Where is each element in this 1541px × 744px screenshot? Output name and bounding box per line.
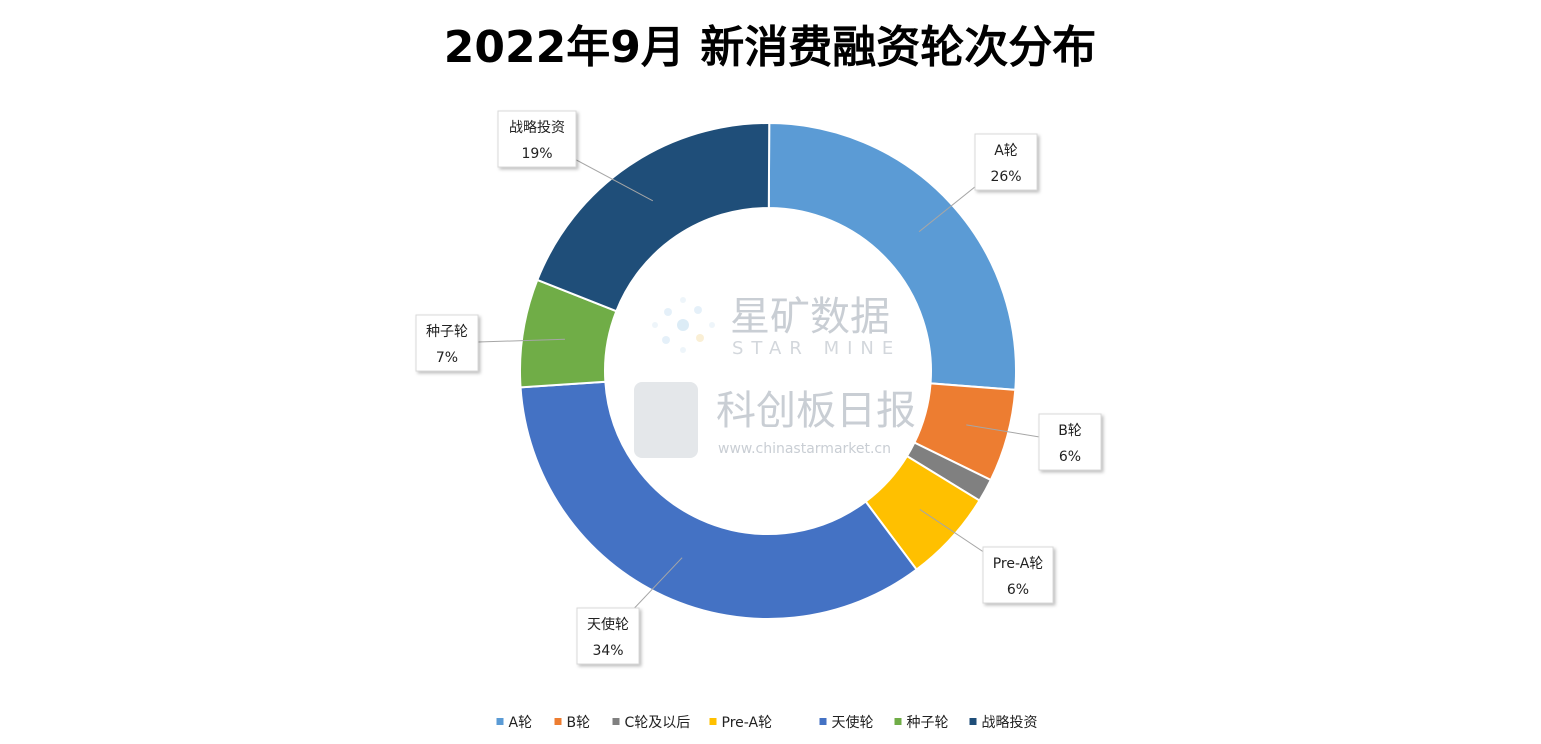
legend-label: 天使轮 (832, 714, 874, 731)
data-label-value: 6% (1007, 582, 1029, 598)
legend-label: Pre-A轮 (722, 715, 773, 731)
watermark-brand1-en: STAR MINE (732, 338, 901, 359)
legend-item: 种子轮 (894, 715, 949, 731)
legend-swatch (709, 718, 717, 725)
data-label-category: B轮 (1058, 423, 1082, 439)
donut-slice-5 (519, 380, 918, 620)
legend-swatch (969, 718, 977, 725)
data-label-value: 34% (592, 643, 623, 659)
data-label-box (497, 110, 577, 168)
data-labels: A轮 26% B轮 6% Pre-A轮 6% 天使轮 34% 种子轮 7% 战略投资 19% (415, 110, 1102, 665)
data-label-box (974, 133, 1038, 191)
legend-label: A轮 (509, 715, 533, 731)
legend-item: C轮及以后 (612, 715, 691, 731)
legend-swatch (496, 718, 504, 725)
data-label: A轮 26% (974, 133, 1038, 191)
data-label-category: 战略投资 (509, 120, 565, 136)
legend-item: B轮 (554, 715, 591, 731)
legend-swatch (894, 718, 902, 725)
donut-slice-1 (767, 121, 1017, 391)
data-label-value: 7% (436, 350, 458, 366)
data-label-box (1038, 413, 1102, 471)
watermark-url: www.chinastarmarket.cn (718, 441, 891, 457)
legend-item: A轮 (496, 715, 533, 731)
data-label: 种子轮 7% (415, 314, 479, 372)
star-mine-logo (652, 297, 715, 353)
legend-label: C轮及以后 (625, 715, 691, 731)
kcb-logo (634, 382, 698, 458)
data-label-value: 26% (990, 169, 1021, 185)
legend-label: 战略投资 (982, 715, 1038, 731)
data-label-category: Pre-A轮 (993, 556, 1044, 572)
data-label-value: 19% (521, 146, 552, 162)
chart-title: 2022年9月 新消费融资轮次分布 (444, 22, 1096, 73)
legend-item: 天使轮 (819, 714, 874, 731)
data-label-category: A轮 (994, 143, 1018, 159)
slices (519, 121, 1017, 620)
watermark: 星矿数据 STAR MINE 科创板日报 www.chinastarmarket… (634, 294, 916, 458)
legend-swatch (554, 718, 562, 725)
data-label-box (982, 546, 1054, 604)
data-label: Pre-A轮 6% (982, 546, 1054, 604)
data-label: 天使轮 34% (576, 607, 640, 665)
data-label-category: 天使轮 (587, 616, 629, 633)
legend-item: Pre-A轮 (709, 715, 773, 731)
data-label-box (415, 314, 479, 372)
legend-label: 种子轮 (907, 715, 949, 731)
data-label-value: 6% (1059, 449, 1081, 465)
data-label-category: 种子轮 (426, 324, 468, 340)
legend-item: 战略投资 (969, 715, 1038, 731)
data-label: 战略投资 19% (497, 110, 577, 168)
watermark-brand2: 科创板日报 (716, 388, 916, 434)
data-label: B轮 6% (1038, 413, 1102, 471)
legend-swatch (612, 718, 620, 725)
donut-slice-7 (536, 122, 771, 313)
legend-label: B轮 (567, 715, 591, 731)
legend: A轮 B轮 C轮及以后 Pre-A轮 天使轮 种子轮 战略投资 (496, 714, 1038, 731)
legend-swatch (819, 718, 827, 725)
data-label-box (576, 607, 640, 665)
watermark-brand1: 星矿数据 (730, 294, 890, 340)
